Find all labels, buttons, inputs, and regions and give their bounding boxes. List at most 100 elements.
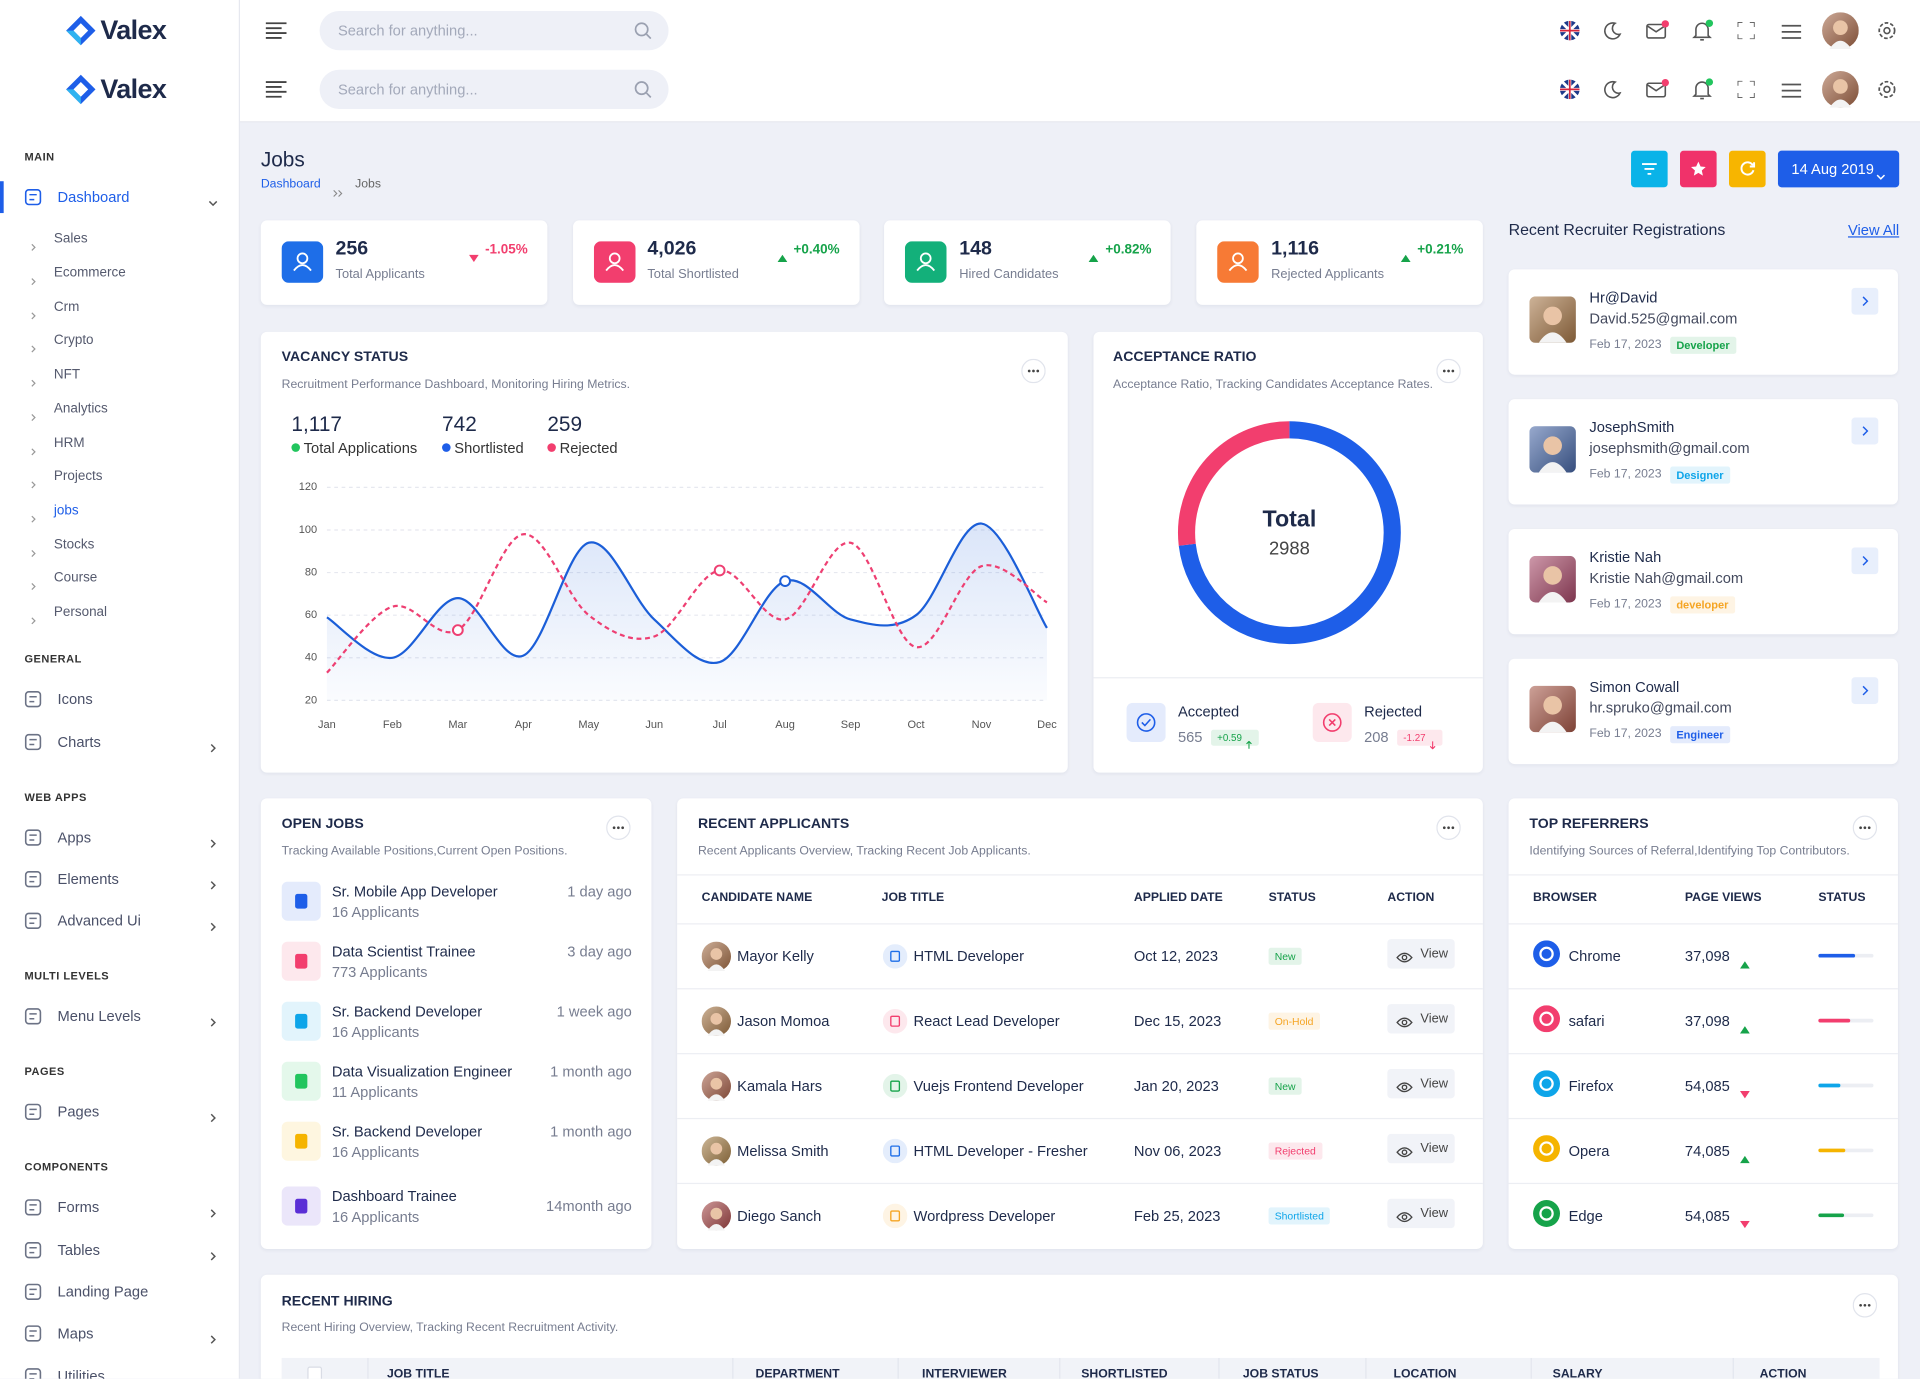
breadcrumb-link[interactable]: Dashboard <box>260 177 321 192</box>
icon-part <box>890 1210 901 1222</box>
open-button[interactable] <box>1851 547 1879 575</box>
messages[interactable] <box>1646 20 1670 42</box>
notifications[interactable] <box>1691 77 1715 101</box>
nav-subitem[interactable]: jobs <box>53 503 79 518</box>
icon-part <box>710 1207 723 1220</box>
view-all-link[interactable]: View All <box>1847 221 1900 239</box>
nav-item[interactable]: Tables <box>57 1241 101 1259</box>
more-button[interactable] <box>1436 815 1461 841</box>
sidebar-section-title: WEB APPS <box>24 790 87 803</box>
nav-item[interactable]: Pages <box>57 1103 100 1121</box>
nav-item[interactable]: Charts <box>57 733 101 751</box>
nav-subitem[interactable]: Analytics <box>53 401 108 417</box>
date-button[interactable] <box>1777 150 1900 188</box>
settings-menu[interactable] <box>1781 23 1802 39</box>
nav-subitem[interactable]: NFT <box>53 367 81 383</box>
x-tick-label: May <box>578 719 599 731</box>
ratio-arrow <box>1429 733 1436 750</box>
icon-part <box>920 252 933 265</box>
view-button[interactable] <box>1387 1004 1455 1034</box>
nav-icon <box>24 733 42 750</box>
open-button[interactable] <box>1851 287 1879 315</box>
ratio-value: 208 <box>1364 728 1389 746</box>
icon-part <box>1451 826 1455 830</box>
fullscreen[interactable] <box>1736 79 1756 99</box>
search-box[interactable] <box>319 69 669 109</box>
fullscreen[interactable] <box>1736 21 1756 41</box>
nav-subitem[interactable]: Crm <box>53 299 80 315</box>
checkbox[interactable] <box>307 1366 323 1379</box>
more-button[interactable] <box>606 815 631 841</box>
more-button[interactable] <box>1436 358 1461 384</box>
x-tick-label: Nov <box>972 719 992 731</box>
icon-part <box>882 944 908 969</box>
settings[interactable] <box>1877 80 1897 100</box>
nav-item[interactable]: Apps <box>57 828 92 846</box>
more-button[interactable] <box>1021 358 1046 384</box>
view-button[interactable] <box>1387 1198 1455 1229</box>
flag[interactable] <box>1560 20 1580 41</box>
nav-subitem[interactable]: Sales <box>53 231 88 247</box>
column-header: JOB STATUS <box>1242 1367 1319 1379</box>
progress-bar <box>1818 1148 1846 1153</box>
search-box[interactable] <box>319 11 669 51</box>
view-button[interactable] <box>1387 1133 1455 1164</box>
nav-subitem[interactable]: Crypto <box>53 333 94 349</box>
menu-toggle[interactable] <box>265 81 287 98</box>
view-button[interactable] <box>1387 939 1455 969</box>
avatar <box>1529 685 1576 733</box>
avatar[interactable] <box>1822 71 1859 108</box>
view-button[interactable] <box>1387 1068 1455 1099</box>
flag[interactable] <box>1560 79 1580 100</box>
icon-part <box>1878 80 1896 98</box>
nav-item[interactable]: Dashboard <box>57 188 130 206</box>
nav-item[interactable]: Landing Page <box>57 1283 149 1301</box>
messages[interactable] <box>1646 78 1670 100</box>
more-button[interactable] <box>1852 815 1878 841</box>
icon-part <box>281 941 321 981</box>
nav-subitem[interactable]: HRM <box>53 435 85 451</box>
icon-part <box>707 1029 726 1036</box>
more-button[interactable] <box>1852 1293 1878 1318</box>
nav-item[interactable]: Icons <box>57 691 93 709</box>
nav-subitem[interactable]: Ecommerce <box>53 265 126 281</box>
refresh-button[interactable] <box>1728 150 1766 188</box>
favorite-button[interactable] <box>1680 150 1717 188</box>
job-icon <box>281 941 321 981</box>
filter-button[interactable] <box>1631 150 1668 188</box>
nav-item[interactable]: Maps <box>57 1325 94 1343</box>
icon-part <box>31 617 36 625</box>
card-subtitle: Recent Hiring Overview, Tracking Recent … <box>281 1321 619 1335</box>
menu-toggle[interactable] <box>265 22 287 39</box>
settings-menu[interactable] <box>1781 82 1802 98</box>
icon-part <box>1533 940 1561 968</box>
nav-item[interactable]: Menu Levels <box>57 1008 141 1026</box>
job-icon <box>882 1203 908 1229</box>
nav-subitem[interactable]: Personal <box>53 604 108 620</box>
open-button[interactable] <box>1851 417 1879 445</box>
icon-part <box>210 923 216 932</box>
icon-part <box>1878 22 1896 40</box>
theme-toggle[interactable] <box>1603 21 1623 41</box>
nav-item[interactable]: Forms <box>57 1199 100 1217</box>
nav-item[interactable]: Advanced Ui <box>57 912 141 930</box>
nav-subitem[interactable]: Projects <box>53 469 103 484</box>
summary-dot <box>442 443 451 452</box>
icon-part <box>1705 78 1714 86</box>
icon-part <box>281 241 324 283</box>
summary-value: 742 <box>442 412 477 436</box>
job-icon <box>281 881 321 921</box>
nav-subitem[interactable]: Stocks <box>53 537 95 552</box>
settings[interactable] <box>1877 21 1897 41</box>
nav-item[interactable]: Utilities <box>57 1367 105 1379</box>
theme-toggle[interactable] <box>1603 80 1623 100</box>
notifications[interactable] <box>1691 18 1715 42</box>
icon-part <box>890 1080 901 1092</box>
icon-part <box>882 1073 908 1099</box>
open-button[interactable] <box>1851 677 1879 705</box>
avatar[interactable] <box>1822 12 1859 49</box>
nav-item[interactable]: Elements <box>57 870 119 888</box>
icon-part <box>31 447 36 455</box>
nav-subitem[interactable]: Course <box>53 570 98 586</box>
icon-part <box>29 876 37 883</box>
